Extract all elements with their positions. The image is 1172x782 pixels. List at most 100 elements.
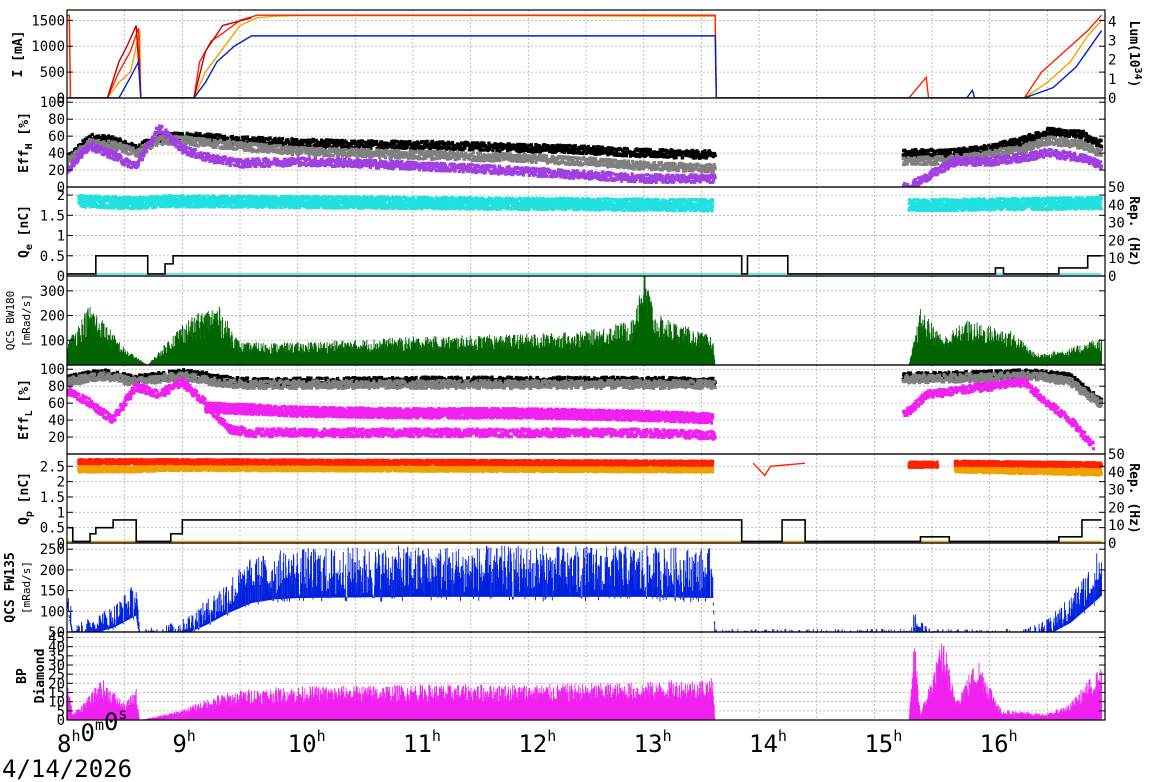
y-tick-label: 0 (57, 269, 65, 285)
x-tick-label: 9h (172, 727, 195, 758)
y2-tick-label: 40 (1108, 465, 1125, 481)
x-tick-label: 8h0m0s (57, 705, 127, 758)
y-tick-label: 1.5 (40, 490, 65, 506)
x-tick-label: 13h (634, 727, 672, 758)
y-tick-label: 250 (40, 542, 65, 558)
y-tick-label: 1 (57, 505, 65, 521)
series-qe-3 (67, 254, 1102, 275)
data-layer (67, 14, 1104, 720)
panel-qcs_bw-series (67, 276, 1102, 365)
series-qp-3 (907, 460, 940, 470)
y-tick-label: 5 (57, 704, 65, 720)
y-tick-label: 10 (48, 695, 65, 711)
y-axis-label-unit: [mRad/s] (20, 561, 33, 614)
series-qcs_fw-0 (67, 545, 1102, 632)
x-tick-label: 16h (980, 727, 1018, 758)
series-current-0 (67, 14, 1103, 98)
y-tick-label: 150 (40, 584, 65, 600)
x-tick-label: 15h (864, 727, 902, 758)
y-tick-label: 100 (40, 362, 65, 378)
y-tick-label: 40 (48, 146, 65, 162)
series-effH-2 (67, 124, 1104, 187)
x-tick-label: 10h (288, 727, 326, 758)
series-bp-0 (67, 643, 1102, 720)
series-qp-1 (77, 457, 715, 467)
y2-axis-label: Lum(1034) (1126, 21, 1143, 88)
y2-tick-label: 1 (1108, 72, 1116, 88)
y2-tick-label: 0 (1108, 91, 1116, 107)
series-current-3 (67, 30, 1103, 98)
y-tick-label: 2 (57, 188, 65, 204)
y-tick-label: 1000 (31, 39, 65, 55)
series-effL-2 (67, 376, 1096, 451)
y2-tick-label: 0 (1108, 536, 1116, 552)
y-tick-label: 500 (40, 65, 65, 81)
y2-tick-label: 4 (1108, 14, 1116, 30)
y-tick-label: 15 (48, 686, 65, 702)
series-qp-0 (77, 463, 715, 474)
frame-layer (66, 9, 1106, 721)
y-tick-label: 20 (48, 676, 65, 692)
series-qp-7 (67, 519, 1102, 543)
series-qp-2 (752, 462, 806, 477)
series-effL-3 (204, 401, 715, 425)
y-tick-label: 0 (57, 91, 65, 107)
panel-effL-series (67, 368, 1104, 451)
y2-tick-label: 40 (1108, 198, 1125, 214)
panel-qe-series (67, 194, 1103, 275)
panel-effH-series (67, 124, 1104, 187)
y-tick-label: 50 (48, 625, 65, 641)
y2-axis-label: Rep. (Hz) (1126, 196, 1141, 266)
y-tick-label: 20 (48, 163, 65, 179)
y2-tick-label: 50 (1108, 180, 1125, 196)
series-qp-4 (953, 465, 1103, 477)
y-axis-label: QCS FW135 (3, 552, 18, 622)
y2-tick-label: 30 (1108, 483, 1125, 499)
panel-qp-series (67, 457, 1103, 543)
series-effL-1 (67, 370, 1104, 409)
y-tick-label: 200 (40, 309, 65, 325)
x-tick-label: 14h (749, 727, 787, 758)
series-qe-0 (77, 194, 715, 213)
y-axis-label: Qe [nC] (17, 205, 35, 258)
y2-tick-label: 2 (1108, 53, 1116, 69)
series-effH-0 (67, 126, 1104, 163)
y-tick-label: 1 (57, 229, 65, 245)
y-tick-label: 60 (48, 396, 65, 412)
panel-qcs_fw-series (67, 545, 1102, 632)
series-qcs_bw-0 (67, 276, 1102, 365)
y2-tick-label: 10 (1108, 251, 1125, 267)
y-axis-label: BP (15, 668, 30, 684)
y-tick-label: 60 (48, 129, 65, 145)
y-tick-label: 40 (48, 640, 65, 656)
y-tick-label: 2.5 (40, 459, 65, 475)
series-qe-1 (907, 195, 1103, 213)
y-tick-label: 2 (57, 475, 65, 491)
y-axis-label: I [mA] (11, 31, 26, 78)
y-tick-label: 1500 (31, 13, 65, 29)
y-tick-label: 25 (48, 667, 65, 683)
y-axis-label: QCS BW180 (4, 291, 17, 351)
y-tick-label: 100 (40, 95, 65, 111)
y-tick-label: 35 (48, 649, 65, 665)
series-effL-0 (67, 368, 1104, 406)
y2-tick-label: 0 (1108, 269, 1116, 285)
y2-tick-label: 3 (1108, 34, 1116, 50)
x-tick-label: 11h (403, 727, 441, 758)
y-tick-label: 80 (48, 112, 65, 128)
series-current-1 (67, 14, 1103, 98)
y-tick-label: 0 (57, 536, 65, 552)
y-tick-label: 0.5 (40, 249, 65, 265)
panel-bp-series (67, 643, 1102, 720)
y2-tick-label: 30 (1108, 216, 1125, 232)
y-axis-label: Qp [nC] (17, 472, 35, 525)
y2-axis-label: Rep. (Hz) (1126, 463, 1141, 533)
series-current-2 (106, 17, 252, 98)
y-tick-label: 80 (48, 379, 65, 395)
y-tick-label: 40 (48, 413, 65, 429)
panel-bp-frame (66, 631, 1106, 721)
y-tick-label: 300 (40, 284, 65, 300)
